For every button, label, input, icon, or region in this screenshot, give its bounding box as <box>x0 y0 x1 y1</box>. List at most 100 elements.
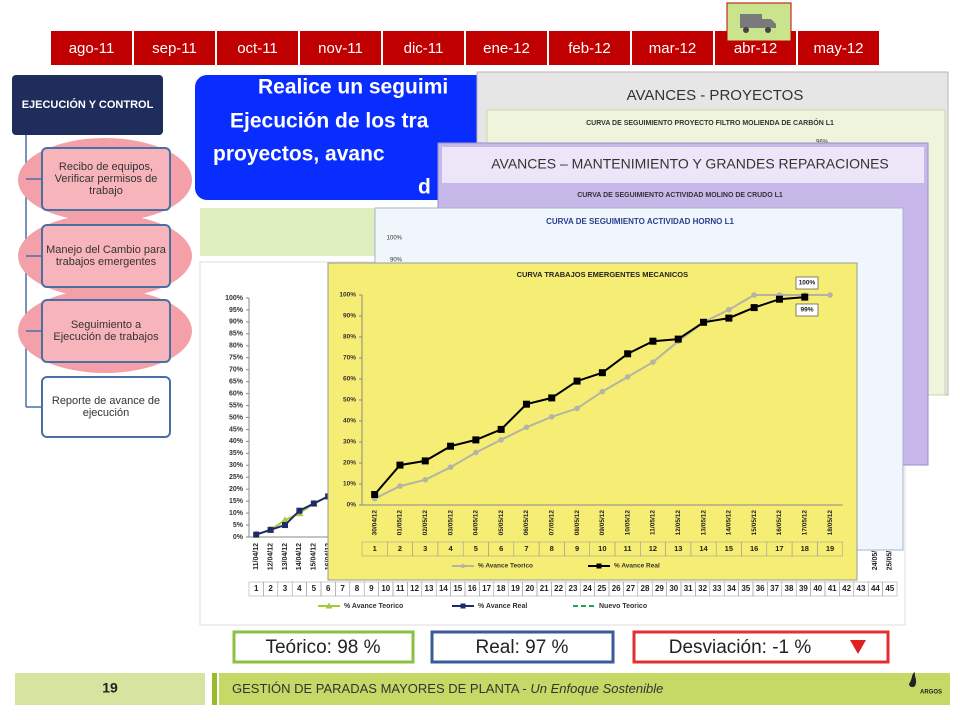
x-tick-label: 7 <box>340 584 345 593</box>
point <box>750 304 758 312</box>
step-wrap: Seguimiento a Ejecución de trabajos <box>53 319 159 343</box>
y-tick-label: 100% <box>225 295 244 302</box>
date-label: 16/05/12 <box>776 510 783 536</box>
date-label: 11/04/12 <box>253 543 260 570</box>
footer-text: GESTIÓN DE PARADAS MAYORES DE PLANTA - U… <box>232 681 663 696</box>
x-tick-label: 23 <box>569 584 578 593</box>
date-label: 12/04/12 <box>267 543 274 570</box>
x-tick-label: 14 <box>439 584 448 593</box>
step-text: Seguimiento a Ejecución de trabajos <box>53 319 159 343</box>
date-label: 03/05/12 <box>447 510 454 536</box>
x-tick-label: 10 <box>598 544 606 553</box>
x-tick-label: 12 <box>649 544 657 553</box>
x-tick-label: 25 <box>597 584 606 593</box>
y-tick-label: 30% <box>343 439 356 446</box>
x-tick-label: 24 <box>583 584 592 593</box>
panel-title: AVANCES – MANTENIMIENTO Y GRANDES REPARA… <box>491 156 889 172</box>
date-label: 10/05/12 <box>624 510 631 536</box>
date-label: 13/04/12 <box>282 543 289 570</box>
step-wrap: Recibo de equipos, Verificar permisos de… <box>55 161 158 197</box>
x-tick-label: 3 <box>423 544 427 553</box>
y-tick-label: 10% <box>343 481 356 488</box>
x-tick-label: 1 <box>254 584 259 593</box>
x-tick-label: 36 <box>756 584 765 593</box>
x-tick-label: 16 <box>468 584 477 593</box>
panel-header <box>442 147 924 183</box>
month-label: nov-11 <box>318 40 363 57</box>
point <box>472 436 480 444</box>
date-label: 13/05/12 <box>700 510 707 536</box>
x-tick-label: 37 <box>770 584 779 593</box>
summary-text: Teórico: 98 % <box>265 637 380 658</box>
series-line <box>373 296 805 496</box>
y-tick-label: 55% <box>229 402 244 409</box>
x-tick-label: 43 <box>857 584 866 593</box>
y-tick-label: 40% <box>343 418 356 425</box>
date-label: 25/05/12 <box>887 543 894 570</box>
date-label: 06/05/12 <box>523 510 530 536</box>
point <box>598 369 606 377</box>
banner: Realice un seguimi Ejecución de los tra … <box>213 76 448 199</box>
banner-line: proyectos, avanc <box>213 143 385 166</box>
x-tick-label: 26 <box>612 584 621 593</box>
point <box>574 405 580 412</box>
y-tick-label: 35% <box>229 450 244 457</box>
legend-label: % Avance Real <box>614 563 660 570</box>
footer-page-box <box>15 673 205 705</box>
legend-label: % Avance Real <box>478 603 527 610</box>
month-cell <box>49 29 134 67</box>
y-tick-label: 25% <box>229 474 244 481</box>
sidebar-header-box <box>12 75 163 135</box>
x-tick-label: 9 <box>369 584 374 593</box>
truck-icon <box>740 14 776 28</box>
y-tick-label: 0% <box>347 502 357 509</box>
annotation-box <box>795 276 819 290</box>
point <box>801 293 809 301</box>
x-tick-label: 1 <box>373 544 377 553</box>
point <box>674 335 682 343</box>
month-label: feb-12 <box>568 40 611 57</box>
step-box <box>41 376 171 438</box>
point <box>726 306 732 313</box>
x-tick-label: 16 <box>750 544 758 553</box>
point <box>548 414 555 420</box>
legend-label: % Avance Teorico <box>478 563 533 570</box>
x-tick-label: 39 <box>799 584 808 593</box>
x-tick-label: 17 <box>482 584 491 593</box>
point <box>649 337 657 345</box>
x-tick-label: 5 <box>474 544 478 553</box>
x-tick-label: 42 <box>842 584 851 593</box>
point <box>447 442 455 450</box>
point <box>296 507 303 514</box>
date-label: 14/04/12 <box>296 543 303 570</box>
x-tick-label: 7 <box>524 544 528 553</box>
legend-marker <box>461 564 465 568</box>
y-tick-label: 70% <box>229 367 244 374</box>
month-label: abr-12 <box>734 40 777 57</box>
y-tick-label: 95% <box>229 307 244 314</box>
footer-divider <box>212 673 217 705</box>
x-tick-label: 19 <box>511 584 520 593</box>
month-cell <box>215 29 300 67</box>
legend-label: % Avance Teorico <box>344 603 403 610</box>
point <box>498 437 504 443</box>
point <box>751 292 757 298</box>
date-label: 15/04/12 <box>311 543 318 570</box>
note-box <box>200 208 385 256</box>
x-tick-label: 32 <box>698 584 707 593</box>
legend-marker <box>460 603 466 609</box>
date-label: 05/05/12 <box>498 510 505 536</box>
point <box>267 526 274 533</box>
sidebar: EJECUCIÓN Y CONTROL Recibo de equipos, V… <box>12 75 192 438</box>
x-tick-label: 9 <box>575 544 579 553</box>
month-label: mar-12 <box>649 40 697 57</box>
y-tick-label: 60% <box>343 376 356 383</box>
panel-subtitle: CURVA DE SEGUIMIENTO ACTIVIDAD MOLINO DE… <box>577 192 783 199</box>
point <box>573 377 581 385</box>
point <box>421 457 429 465</box>
x-tick-label: 30 <box>669 584 678 593</box>
month-label: sep-11 <box>152 40 197 57</box>
point <box>310 500 317 507</box>
point <box>624 350 632 358</box>
